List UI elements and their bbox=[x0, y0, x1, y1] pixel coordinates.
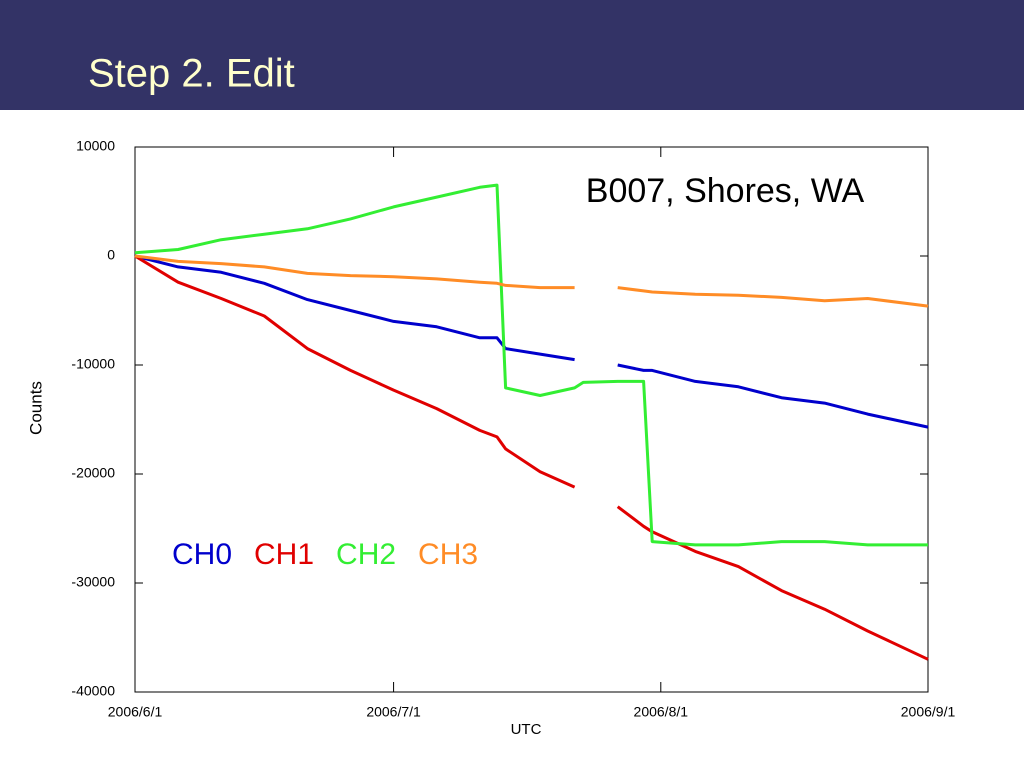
x-tick-label: 2006/8/1 bbox=[634, 704, 689, 720]
y-tick-label: -30000 bbox=[71, 574, 115, 590]
x-tick-label: 2006/9/1 bbox=[901, 704, 956, 720]
y-tick-label: -40000 bbox=[71, 683, 115, 699]
x-axis-title: UTC bbox=[511, 721, 542, 738]
series-line bbox=[134, 183, 928, 547]
header-band bbox=[0, 0, 1024, 110]
y-tick-label: 10000 bbox=[76, 138, 115, 154]
x-tick-label: 2006/7/1 bbox=[366, 704, 421, 720]
x-tick-label: 2006/6/1 bbox=[108, 704, 163, 720]
legend-entry: CH3 bbox=[418, 538, 478, 571]
y-axis-title: Counts bbox=[26, 381, 45, 435]
slide-title: Step 2. Edit bbox=[88, 52, 295, 96]
y-tick-label: -20000 bbox=[71, 465, 115, 481]
y-tick-label: -10000 bbox=[71, 356, 115, 372]
plot-frame bbox=[134, 146, 929, 693]
legend-entry: CH0 bbox=[172, 538, 232, 571]
series-line bbox=[134, 254, 929, 308]
annotation: B007, Shores, WA bbox=[586, 172, 865, 210]
y-tick-label: 0 bbox=[107, 247, 115, 263]
legend-entry: CH2 bbox=[336, 538, 396, 571]
legend-entry: CH1 bbox=[254, 538, 314, 571]
series-line bbox=[134, 254, 929, 661]
series-line bbox=[134, 254, 929, 429]
